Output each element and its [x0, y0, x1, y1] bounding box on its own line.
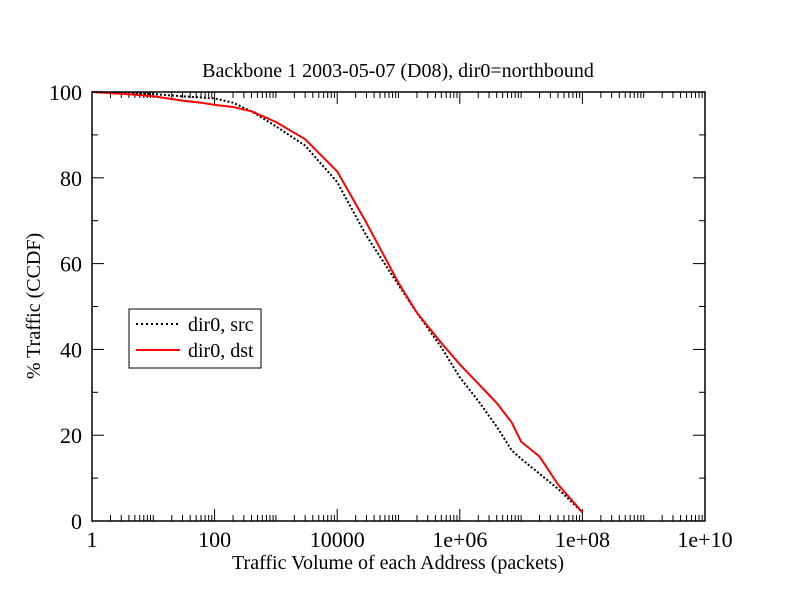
x-tick-label: 1e+06	[432, 527, 487, 552]
chart-title: Backbone 1 2003-05-07 (D08), dir0=northb…	[202, 60, 594, 82]
y-tick-label: 60	[60, 252, 82, 277]
x-tick-label: 1	[87, 527, 98, 552]
plot-frame	[91, 91, 706, 522]
x-tick-label: 100	[198, 527, 231, 552]
axis-tick-labels: 1 100 10000 1e+06 1e+08 1e+10 0 20 40 60 80 100	[49, 80, 733, 552]
x-tick-label: 10000	[310, 527, 365, 552]
series-line-dst	[91, 91, 584, 514]
legend-label-dst: dir0, dst	[188, 340, 254, 362]
x-tick-label: 1e+10	[677, 527, 732, 552]
y-tick-label: 80	[60, 166, 82, 191]
y-tick-label: 40	[60, 337, 82, 362]
plot-series	[91, 91, 584, 514]
series-line-src	[91, 91, 584, 514]
x-axis-label: Traffic Volume of each Address (packets)	[232, 552, 564, 574]
y-tick-label: 0	[71, 509, 82, 534]
legend: dir0, src dir0, dst	[128, 308, 262, 369]
y-axis-label: % Traffic (CCDF)	[23, 233, 45, 379]
x-tick-label: 1e+08	[555, 527, 610, 552]
y-tick-label: 20	[60, 423, 82, 448]
legend-label-src: dir0, src	[188, 314, 254, 336]
y-tick-label: 100	[49, 80, 82, 105]
legend-box	[128, 308, 262, 369]
